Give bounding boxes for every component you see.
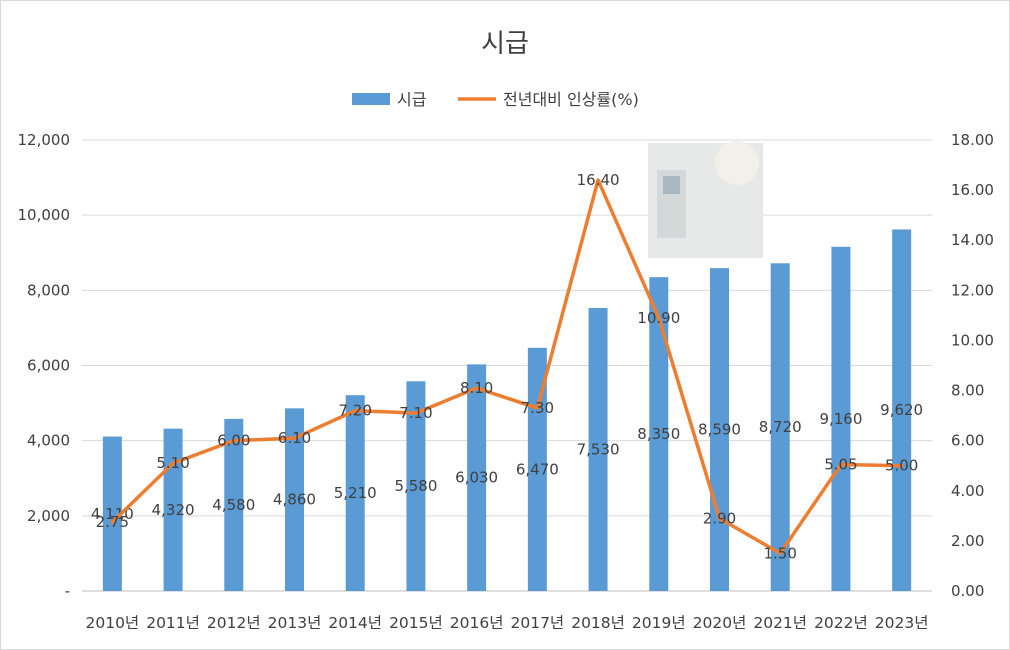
y-right-tick-label: 12.00 bbox=[951, 281, 994, 299]
line-data-label: 6.00 bbox=[217, 432, 250, 450]
line-data-label: 6.10 bbox=[278, 429, 311, 447]
line-data-label: 16.40 bbox=[577, 171, 620, 189]
y-left-tick-label: 10,000 bbox=[18, 206, 71, 224]
bar-data-label: 9,160 bbox=[819, 410, 862, 428]
bar-data-label: 4,580 bbox=[212, 496, 255, 514]
line-series bbox=[110, 178, 904, 556]
x-tick-label: 2019년 bbox=[632, 614, 686, 632]
gridlines bbox=[82, 139, 932, 592]
line-data-label: 2.90 bbox=[703, 509, 736, 527]
bar bbox=[467, 364, 487, 591]
y-right-tick-label: 2.00 bbox=[951, 532, 984, 550]
line-data-label: 1.50 bbox=[764, 544, 797, 562]
bar-data-label: 6,030 bbox=[455, 469, 498, 487]
line-data-label: 8.10 bbox=[460, 379, 493, 397]
bar-data-label: 9,620 bbox=[880, 401, 923, 419]
y-right-tick-label: 0.00 bbox=[951, 582, 984, 600]
bar bbox=[770, 263, 790, 591]
legend-swatch-bar bbox=[352, 93, 390, 105]
x-tick-label: 2013년 bbox=[268, 614, 322, 632]
y-right-tick-label: 8.00 bbox=[951, 382, 984, 400]
bar-data-label: 8,590 bbox=[698, 421, 741, 439]
y-right-tick-label: 18.00 bbox=[951, 131, 994, 149]
y-axis-right: 0.00 2.00 4.00 6.00 8.00 10.00 12.00 14.00 16.00… bbox=[951, 131, 994, 600]
y-left-tick-label: - bbox=[65, 582, 70, 600]
y-left-tick-label: 12,000 bbox=[18, 131, 71, 149]
y-right-tick-label: 4.00 bbox=[951, 482, 984, 500]
bar bbox=[649, 277, 669, 591]
x-tick-label: 2022년 bbox=[814, 614, 868, 632]
y-right-tick-label: 14.00 bbox=[951, 231, 994, 249]
legend: 시급 전년대비 인상률(%) bbox=[352, 90, 639, 109]
line-data-label: 7.30 bbox=[521, 399, 554, 417]
y-right-tick-label: 10.00 bbox=[951, 331, 994, 349]
x-tick-label: 2020년 bbox=[693, 614, 747, 632]
y-right-tick-label: 6.00 bbox=[951, 432, 984, 450]
bar-data-label: 4,320 bbox=[152, 501, 195, 519]
x-tick-label: 2017년 bbox=[510, 614, 564, 632]
legend-label-line: 전년대비 인상률(%) bbox=[503, 90, 639, 109]
legend-label-bar: 시급 bbox=[397, 90, 426, 109]
bar-series bbox=[102, 229, 912, 591]
line-data-label: 5.10 bbox=[156, 454, 189, 472]
line-data-label: 2.75 bbox=[96, 513, 129, 531]
line-data-label: 7.20 bbox=[339, 402, 372, 420]
x-axis: 2010년 2011년 2012년 2013년 2014년 2015년 2016년 2017년… bbox=[85, 614, 928, 632]
bar bbox=[345, 395, 365, 591]
line-data-label: 5.05 bbox=[824, 455, 857, 473]
bar bbox=[892, 229, 912, 591]
chart-title: 시급 bbox=[481, 29, 529, 59]
x-tick-label: 2021년 bbox=[753, 614, 807, 632]
x-tick-label: 2016년 bbox=[450, 614, 504, 632]
y-left-tick-label: 8,000 bbox=[27, 281, 70, 299]
y-left-tick-label: 2,000 bbox=[27, 507, 70, 525]
bar bbox=[285, 408, 304, 591]
y-right-tick-label: 16.00 bbox=[951, 181, 994, 199]
bar-data-label: 5,580 bbox=[394, 477, 437, 495]
bar-data-label: 8,720 bbox=[759, 418, 802, 436]
photo-overlay bbox=[648, 141, 763, 258]
line-data-label: 7.10 bbox=[399, 404, 432, 422]
bar bbox=[710, 268, 729, 591]
y-left-tick-label: 6,000 bbox=[27, 357, 70, 375]
bar bbox=[588, 307, 608, 591]
y-left-tick-label: 4,000 bbox=[27, 432, 70, 450]
line-path bbox=[110, 178, 904, 556]
x-tick-label: 2023년 bbox=[875, 614, 929, 632]
bar bbox=[527, 347, 547, 591]
bar bbox=[831, 246, 851, 591]
x-tick-label: 2014년 bbox=[328, 614, 382, 632]
line-data-label: 5.00 bbox=[885, 457, 918, 475]
bar bbox=[406, 381, 426, 591]
x-tick-label: 2012년 bbox=[207, 614, 261, 632]
x-tick-label: 2018년 bbox=[571, 614, 625, 632]
x-tick-label: 2011년 bbox=[146, 614, 200, 632]
bar-data-label: 6,470 bbox=[516, 460, 559, 478]
y-axis-left: - 2,000 4,000 6,000 8,000 10,000 12,000 bbox=[18, 131, 71, 600]
bar-data-label: 5,210 bbox=[334, 484, 377, 502]
bar-data-label: 4,860 bbox=[273, 491, 316, 509]
bar-data-label: 8,350 bbox=[637, 425, 680, 443]
line-data-label: 10.90 bbox=[637, 309, 680, 327]
line-data-labels: 2.75 5.10 6.00 6.10 7.20 7.10 8.10 7.30 16.40 10.… bbox=[96, 171, 919, 562]
x-tick-label: 2010년 bbox=[85, 614, 139, 632]
bar bbox=[224, 418, 244, 591]
x-tick-label: 2015년 bbox=[389, 614, 443, 632]
bar-data-label: 7,530 bbox=[577, 440, 620, 458]
bar-data-labels: 4,110 4,320 4,580 4,860 5,210 5,580 6,030 6,470… bbox=[91, 401, 923, 523]
bar bbox=[102, 436, 122, 591]
